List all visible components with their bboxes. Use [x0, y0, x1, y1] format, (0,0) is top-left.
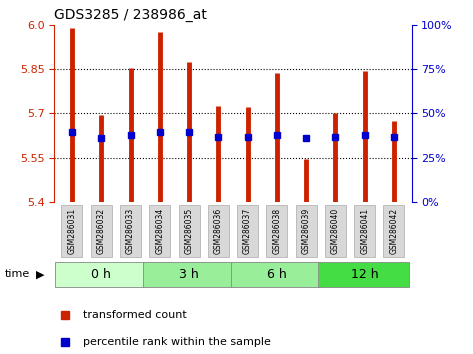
Text: 3 h: 3 h — [179, 268, 199, 281]
FancyBboxPatch shape — [325, 205, 346, 257]
FancyBboxPatch shape — [384, 205, 404, 257]
FancyBboxPatch shape — [208, 205, 229, 257]
FancyBboxPatch shape — [296, 205, 316, 257]
Text: GDS3285 / 238986_at: GDS3285 / 238986_at — [54, 8, 207, 22]
FancyBboxPatch shape — [91, 205, 112, 257]
Text: GSM286033: GSM286033 — [126, 208, 135, 254]
Text: GSM286040: GSM286040 — [331, 208, 340, 254]
Text: GSM286039: GSM286039 — [302, 208, 311, 254]
Text: GSM286036: GSM286036 — [214, 208, 223, 254]
FancyBboxPatch shape — [237, 205, 258, 257]
Text: time: time — [5, 269, 30, 279]
FancyBboxPatch shape — [354, 205, 375, 257]
FancyBboxPatch shape — [318, 262, 409, 287]
Text: percentile rank within the sample: percentile rank within the sample — [83, 337, 271, 347]
Text: ▶: ▶ — [36, 269, 44, 279]
Text: GSM286041: GSM286041 — [360, 208, 369, 254]
Text: transformed count: transformed count — [83, 310, 187, 320]
FancyBboxPatch shape — [120, 205, 141, 257]
Text: GSM286037: GSM286037 — [243, 208, 252, 254]
Text: GSM286035: GSM286035 — [184, 208, 193, 254]
FancyBboxPatch shape — [178, 205, 200, 257]
FancyBboxPatch shape — [61, 205, 82, 257]
Text: GSM286038: GSM286038 — [272, 208, 281, 254]
FancyBboxPatch shape — [143, 262, 233, 287]
FancyBboxPatch shape — [266, 205, 288, 257]
Text: 12 h: 12 h — [351, 268, 378, 281]
FancyBboxPatch shape — [55, 262, 145, 287]
FancyBboxPatch shape — [231, 262, 321, 287]
FancyBboxPatch shape — [149, 205, 170, 257]
Text: GSM286031: GSM286031 — [68, 208, 77, 254]
Text: 0 h: 0 h — [91, 268, 111, 281]
Text: GSM286042: GSM286042 — [389, 208, 398, 254]
Text: GSM286034: GSM286034 — [155, 208, 164, 254]
Text: GSM286032: GSM286032 — [97, 208, 106, 254]
Text: 6 h: 6 h — [267, 268, 287, 281]
